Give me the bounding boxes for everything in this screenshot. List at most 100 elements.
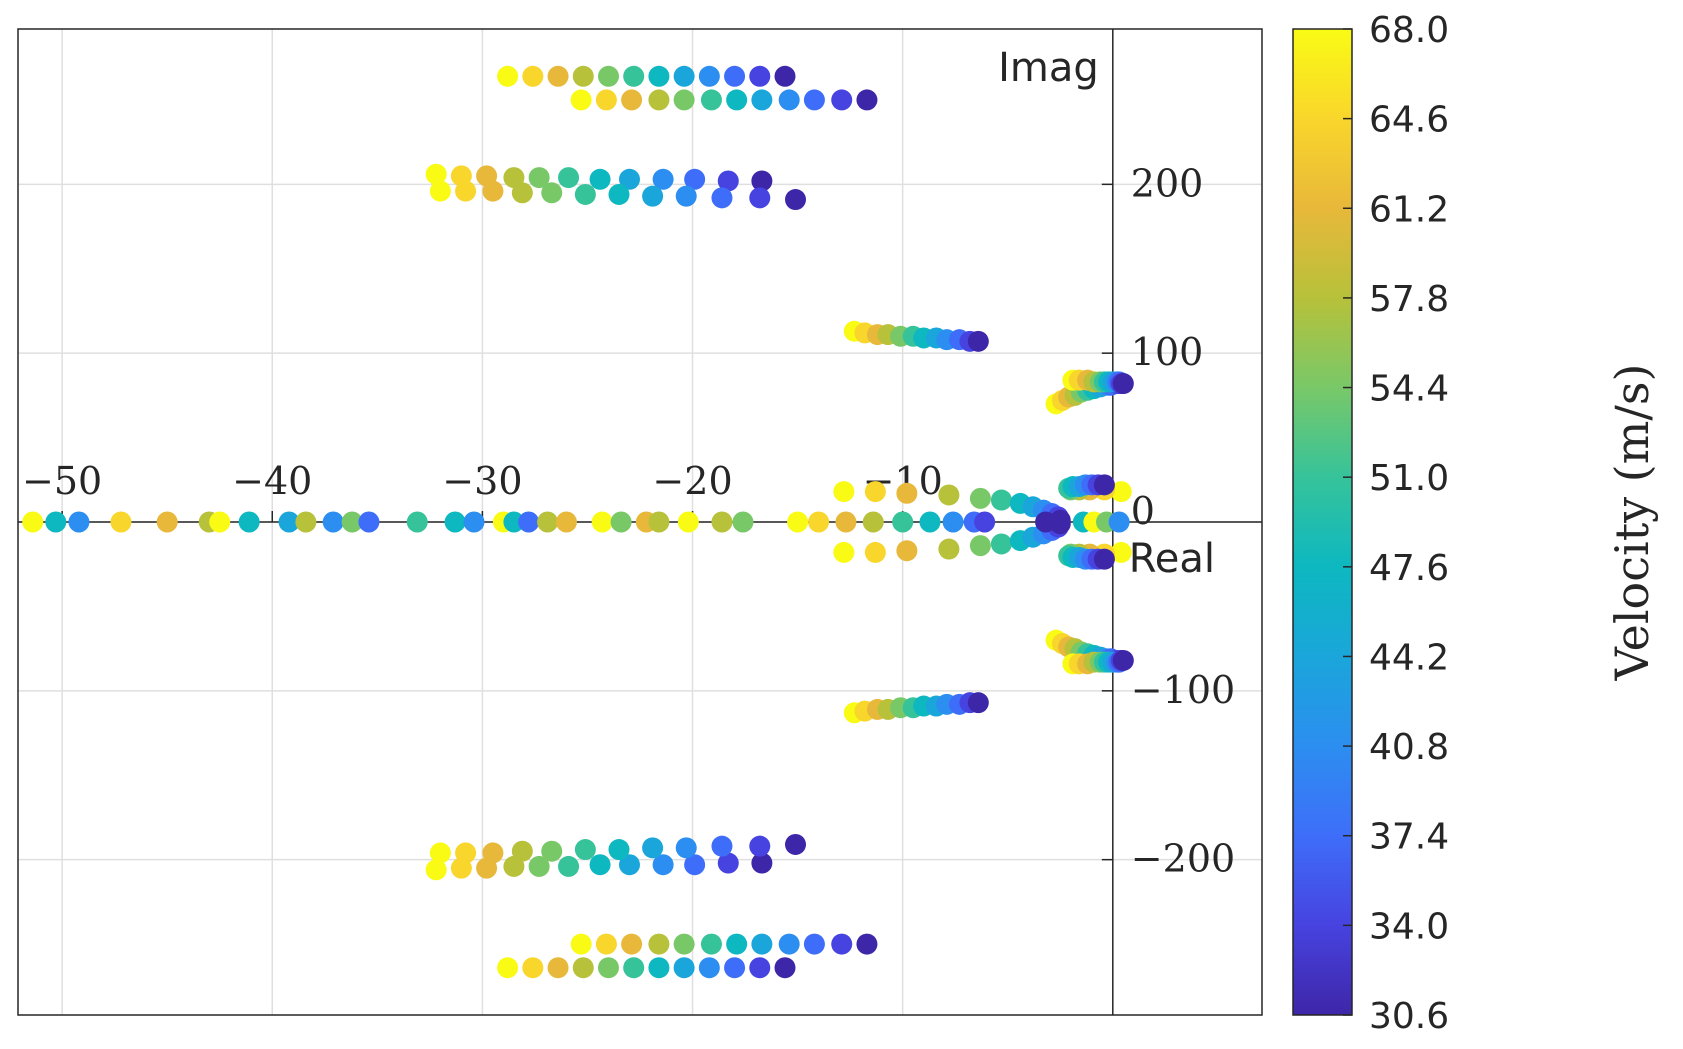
data-point bbox=[1093, 548, 1115, 570]
data-point bbox=[608, 839, 630, 861]
data-point bbox=[358, 511, 380, 533]
data-point bbox=[455, 180, 477, 202]
data-point bbox=[455, 842, 477, 864]
data-point bbox=[717, 852, 739, 874]
data-point bbox=[749, 957, 771, 979]
data-point bbox=[1112, 649, 1134, 671]
data-point bbox=[967, 692, 989, 714]
data-point bbox=[597, 957, 619, 979]
colorbar-tick-label: 44.2 bbox=[1369, 637, 1449, 678]
data-point bbox=[896, 540, 918, 562]
data-point bbox=[511, 840, 533, 862]
data-point bbox=[570, 933, 592, 955]
data-point bbox=[831, 89, 853, 111]
data-point bbox=[778, 933, 800, 955]
colorbar-ticks: 30.6 34.0 37.4 40.8 44.2 47.6 51.0 54.4 57.8 61.2… bbox=[1343, 10, 1449, 1037]
colorbar: 30.6 34.0 37.4 40.8 44.2 47.6 51.0 54.4 57.8 61.2… bbox=[1292, 10, 1659, 1037]
data-point bbox=[711, 835, 733, 857]
data-point bbox=[648, 511, 670, 533]
x-tick-label: −40 bbox=[232, 459, 312, 503]
data-point bbox=[919, 511, 941, 533]
data-point bbox=[652, 854, 674, 876]
data-point bbox=[856, 933, 878, 955]
data-point bbox=[429, 180, 451, 202]
data-point bbox=[482, 842, 504, 864]
data-point bbox=[774, 957, 796, 979]
data-point bbox=[425, 859, 447, 881]
colorbar-tick-label: 64.6 bbox=[1369, 100, 1449, 141]
series-upper-branch-c bbox=[425, 163, 773, 192]
data-point bbox=[425, 163, 447, 185]
data-point bbox=[778, 89, 800, 111]
data-point bbox=[623, 65, 645, 87]
y-tick-label: 200 bbox=[1131, 161, 1204, 205]
data-point bbox=[751, 933, 773, 955]
data-point bbox=[751, 89, 773, 111]
series-lower-branch-d bbox=[429, 833, 806, 864]
data-point bbox=[497, 65, 519, 87]
y-tick-label: −200 bbox=[1131, 837, 1235, 881]
data-point bbox=[1108, 511, 1130, 533]
data-point bbox=[648, 65, 670, 87]
series-upper-branch-e bbox=[843, 320, 989, 352]
data-point bbox=[574, 839, 596, 861]
data-point bbox=[558, 167, 580, 189]
data-point bbox=[1093, 474, 1115, 496]
y-tick-label: −100 bbox=[1131, 668, 1235, 712]
data-point bbox=[522, 65, 544, 87]
data-point bbox=[717, 170, 739, 192]
data-point bbox=[547, 65, 569, 87]
data-point bbox=[595, 933, 617, 955]
data-point bbox=[1110, 481, 1132, 503]
data-point bbox=[711, 187, 733, 209]
colorbar-tick-label: 47.6 bbox=[1369, 548, 1449, 589]
data-point bbox=[497, 957, 519, 979]
data-point bbox=[429, 842, 451, 864]
data-point bbox=[969, 535, 991, 557]
colorbar-label: Velocity (m/s) bbox=[1605, 364, 1659, 682]
data-point bbox=[862, 511, 884, 533]
colorbar-tick-label: 40.8 bbox=[1369, 727, 1449, 768]
data-point bbox=[675, 837, 697, 859]
data-point bbox=[700, 933, 722, 955]
data-point bbox=[618, 854, 640, 876]
data-point bbox=[518, 511, 540, 533]
colorbar-tick-label: 30.6 bbox=[1369, 996, 1449, 1037]
y-axis-label: Imag bbox=[998, 45, 1099, 91]
data-point bbox=[610, 511, 632, 533]
data-point bbox=[749, 187, 771, 209]
data-point bbox=[938, 484, 960, 506]
data-point bbox=[749, 835, 771, 857]
y-tick-label: 100 bbox=[1131, 330, 1204, 374]
data-point bbox=[677, 511, 699, 533]
data-point bbox=[618, 168, 640, 190]
scatter-points bbox=[22, 65, 1134, 979]
data-point bbox=[295, 511, 317, 533]
data-point bbox=[652, 168, 674, 190]
colorbar-tick-label: 61.2 bbox=[1369, 189, 1449, 230]
series-small-branch-upper bbox=[1058, 474, 1132, 503]
data-point bbox=[572, 957, 594, 979]
colorbar-tick-label: 51.0 bbox=[1369, 458, 1449, 499]
data-point bbox=[808, 511, 830, 533]
data-point bbox=[990, 533, 1012, 555]
series-upper-branch-b bbox=[570, 89, 878, 111]
axis-labels: Imag Real bbox=[998, 45, 1215, 582]
series-lower-branch-b bbox=[570, 933, 878, 955]
data-point bbox=[673, 65, 695, 87]
data-point bbox=[597, 65, 619, 87]
data-point bbox=[648, 89, 670, 111]
data-point bbox=[787, 511, 809, 533]
data-point bbox=[896, 482, 918, 504]
data-point bbox=[967, 330, 989, 352]
data-point bbox=[621, 933, 643, 955]
data-point bbox=[711, 511, 733, 533]
data-point bbox=[673, 89, 695, 111]
data-point bbox=[684, 854, 706, 876]
data-point bbox=[209, 511, 231, 533]
series-lower-branch-a bbox=[497, 957, 796, 979]
data-point bbox=[541, 182, 563, 204]
data-point bbox=[511, 182, 533, 204]
colorbar-tick-label: 34.0 bbox=[1369, 906, 1449, 947]
data-point bbox=[942, 511, 964, 533]
